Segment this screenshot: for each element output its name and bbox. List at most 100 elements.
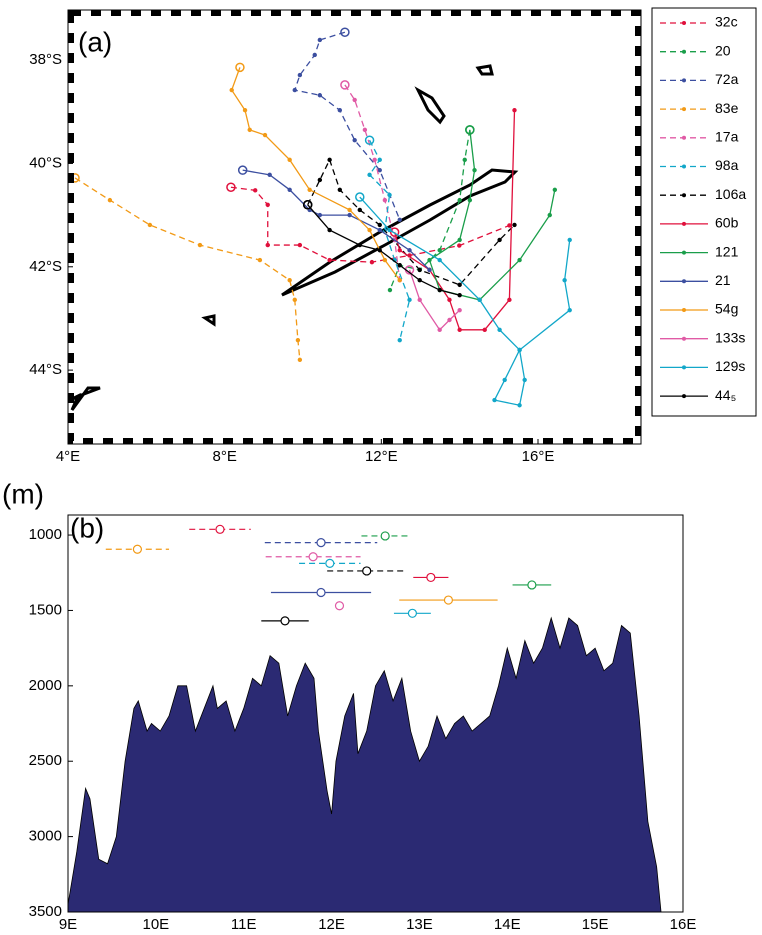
x-tick-label: 15E xyxy=(582,916,609,933)
trajectory-point xyxy=(297,72,303,78)
float-marker xyxy=(334,601,345,611)
trajectory-point xyxy=(457,237,462,243)
trajectory-point xyxy=(472,167,477,173)
legend-box xyxy=(651,7,757,417)
trajectory-point xyxy=(297,357,303,362)
legend-marker xyxy=(682,336,686,341)
trajectory-point xyxy=(397,337,402,343)
trajectory-point xyxy=(417,278,422,283)
legend-label: 60b xyxy=(715,215,739,231)
trajectory-point xyxy=(317,177,323,183)
trajectory-point xyxy=(522,377,527,383)
trajectory-point xyxy=(287,157,292,163)
trajectory-point xyxy=(265,202,270,207)
trajectory-point xyxy=(347,207,352,213)
float-marker xyxy=(308,552,318,562)
trajectory-point xyxy=(457,197,462,203)
legend-marker xyxy=(682,308,686,312)
y-tick-label: 42°S xyxy=(29,258,62,275)
trajectory-point xyxy=(457,307,462,313)
legend-marker xyxy=(682,221,686,226)
trajectory-point xyxy=(507,223,512,228)
trajectory-point xyxy=(507,297,512,303)
trajectory-point xyxy=(307,187,312,192)
y-tick-label: 2000 xyxy=(29,677,62,694)
start-point xyxy=(237,165,248,175)
trajectory-point xyxy=(242,108,248,113)
trajectory-point xyxy=(367,172,372,178)
trajectory-point xyxy=(229,87,234,93)
trajectory-point xyxy=(292,87,297,93)
trajectory-point xyxy=(297,242,303,248)
trajectory-point xyxy=(447,317,452,323)
trajectory-point xyxy=(287,278,292,283)
x-tick-label: 16°E xyxy=(522,448,555,465)
trajectory-point xyxy=(482,327,487,333)
trajectory-point xyxy=(327,227,332,233)
trajectory-point xyxy=(357,242,362,248)
trajectory-point xyxy=(547,212,552,218)
trajectory-point xyxy=(437,327,442,333)
y-tick-label: 40°S xyxy=(29,154,62,171)
trajectory-point xyxy=(367,227,372,233)
trajectory-point xyxy=(377,157,382,163)
trajectory-point xyxy=(377,222,382,228)
float-marker xyxy=(380,531,390,541)
legend-label: 44₅ xyxy=(715,387,736,403)
coastline xyxy=(69,64,519,411)
trajectory-point xyxy=(447,297,452,303)
trajectory-point xyxy=(147,222,153,228)
start-point xyxy=(389,227,400,237)
trajectory-point xyxy=(397,278,402,283)
y-tick-label: 1500 xyxy=(29,601,62,618)
legend-marker xyxy=(682,49,686,54)
trajectory xyxy=(389,129,471,291)
legend-marker xyxy=(682,107,686,112)
x-tick-label: 10E xyxy=(143,916,170,933)
trajectory-point xyxy=(387,287,393,293)
legend-label: 98a xyxy=(715,157,739,173)
trajectory-point xyxy=(397,217,402,222)
trajectory-point xyxy=(437,257,442,263)
y-tick-label: 2500 xyxy=(29,752,62,769)
trajectory-point xyxy=(317,212,323,218)
trajectory-point xyxy=(497,327,502,333)
trajectory-point xyxy=(407,248,412,253)
trajectory-point xyxy=(417,267,422,273)
trajectory xyxy=(293,31,401,221)
trajectories xyxy=(70,27,572,408)
panel-label: (b) xyxy=(70,512,104,543)
legend-marker xyxy=(682,21,686,25)
trajectory-point xyxy=(437,248,442,253)
trajectory-point xyxy=(497,237,502,243)
trajectory-point xyxy=(407,297,412,303)
float-marker xyxy=(362,566,372,576)
legend-marker xyxy=(682,394,686,399)
trajectory-point xyxy=(437,287,442,293)
trajectory-point xyxy=(265,242,270,248)
trajectory-point xyxy=(492,397,497,403)
trajectory-point xyxy=(457,293,462,298)
trajectory-point xyxy=(457,243,462,248)
trajectory-point xyxy=(457,282,462,288)
trajectory xyxy=(230,186,510,263)
legend-marker xyxy=(682,135,686,140)
start-point xyxy=(340,27,350,37)
y-tick-label: 3500 xyxy=(29,903,62,920)
start-point xyxy=(302,200,313,210)
plot-frame xyxy=(67,514,684,913)
start-point xyxy=(465,125,475,135)
legend-label: 21 xyxy=(715,272,731,288)
trajectory-point xyxy=(327,257,332,263)
trajectory-point xyxy=(567,237,572,243)
trajectory-point xyxy=(512,222,517,228)
trajectory-point xyxy=(377,248,382,253)
trajectory-point xyxy=(467,197,473,203)
trajectory-point xyxy=(397,263,402,268)
y-tick-label: 3000 xyxy=(29,828,62,845)
legend-marker xyxy=(682,279,686,284)
trajectory-point xyxy=(517,257,522,263)
trajectory-point xyxy=(369,259,375,265)
legend-label: 32c xyxy=(715,14,738,30)
y-tick-label: 38°S xyxy=(29,51,62,68)
